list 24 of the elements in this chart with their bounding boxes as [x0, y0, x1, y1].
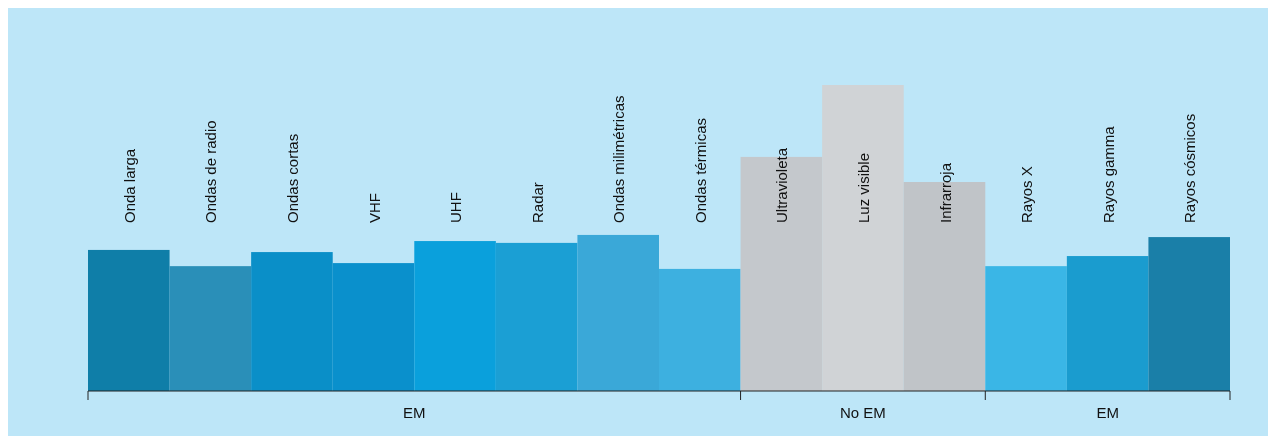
- x-tick-label: Rayos X: [1018, 166, 1036, 223]
- x-tick-label: Ondas milimétricas: [610, 95, 628, 223]
- bar: [414, 241, 496, 391]
- x-tick-label: VHF: [365, 193, 383, 223]
- x-tick-label: UHF: [447, 192, 465, 223]
- x-tick-label: Luz visible: [854, 152, 872, 223]
- bar: [1148, 237, 1230, 391]
- x-tick-label: Ondas de radio: [202, 120, 220, 223]
- bar: [985, 266, 1067, 391]
- x-tick-label: Rayos cósmicos: [1181, 113, 1199, 223]
- bar: [495, 242, 578, 391]
- x-tick-label: Ondas térmicas: [691, 117, 709, 223]
- text: No EM: [840, 404, 886, 421]
- bar: [88, 249, 170, 391]
- x-tick-label: Ultravioleta: [773, 147, 791, 223]
- bar: [169, 266, 252, 391]
- text: EM: [403, 404, 426, 421]
- x-tick-label: Rayos gamma: [1099, 125, 1117, 223]
- x-tick-label: Radar: [528, 182, 546, 223]
- x-tick-label: Ondas cortas: [283, 133, 301, 223]
- text: EM: [1096, 404, 1119, 421]
- x-tick-label: Onda larga: [120, 148, 138, 223]
- bar: [1066, 256, 1149, 391]
- x-tick-label: Infrarroja: [936, 162, 954, 223]
